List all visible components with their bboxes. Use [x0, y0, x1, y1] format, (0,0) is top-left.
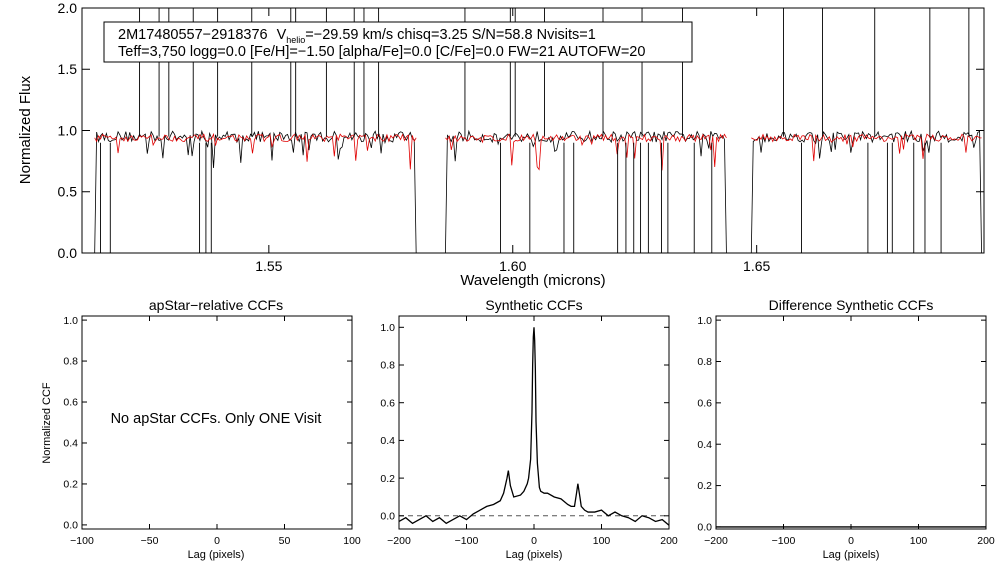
x-tick-label: 0	[531, 535, 537, 547]
difference-ccf-panel: Difference Synthetic CCFs −200 −100 0 100 20…	[697, 297, 995, 561]
x-tick-label: 100	[910, 535, 928, 547]
observed-spectrum-line	[750, 129, 982, 253]
synthetic-ccf-series-group	[398, 327, 670, 526]
vhelio-subscript: helio	[286, 35, 305, 45]
y-tick-label: 0.8	[63, 356, 78, 368]
x-tick-label: 200	[977, 535, 995, 547]
info-line-1: 2M17480557−2918376 Vhelio=−29.59 km/s chi…	[118, 27, 596, 45]
info-line-2: Teff=3,750 logg=0.0 [Fe/H]=−1.50 [alpha/…	[118, 44, 645, 60]
y-tick-label: 0.2	[380, 473, 395, 485]
y-tick-label: 1.0	[697, 315, 712, 327]
spectrum-ylabel: Normalized Flux	[17, 75, 34, 184]
info-legend-frame	[103, 21, 693, 63]
synthetic-ccf-axis-ticks: −200 −100 0 100 200 0.0 0.2 0.4 0.6 0.8 1.0	[380, 316, 678, 547]
x-tick-label: −50	[141, 535, 159, 547]
x-tick-label: 1.65	[743, 258, 770, 274]
y-tick-label: 0.2	[697, 480, 712, 492]
x-tick-label: 100	[593, 535, 611, 547]
y-tick-label: 0.6	[63, 397, 78, 409]
y-tick-label: 0.4	[63, 438, 78, 450]
x-tick-label: 50	[279, 535, 291, 547]
apstar-ccf-xlabel: Lag (pixels)	[188, 549, 245, 561]
x-tick-label: 100	[343, 535, 361, 547]
y-tick-label: 0.4	[697, 439, 712, 451]
apstar-ccf-ylabel: Normalized CCF	[41, 382, 53, 464]
x-tick-label: −200	[704, 535, 728, 547]
spectrum-axis-ticks: 1.55 1.60 1.65 0.0 0.5 1.0 1.5 2.0	[58, 0, 984, 274]
model-spectrum-line	[94, 132, 417, 170]
synthetic-ccf-panel: Synthetic CCFs −200 −100 0 100 200 0.0 0.2 0.4 0…	[380, 297, 678, 561]
spectrum-panel: 1.55 1.60 1.65 0.0 0.5 1.0 1.5 2.0 Normalized F…	[17, 0, 985, 289]
apstar-ccf-title: apStar−relative CCFs	[149, 297, 283, 313]
x-tick-label: 200	[660, 535, 678, 547]
y-tick-label: 0.6	[697, 398, 712, 410]
apstar-ccf-axis-ticks: −100 −50 0 50 100 0.0 0.2 0.4 0.6 0.8 1.0	[63, 315, 361, 547]
y-tick-label: 0.6	[380, 397, 395, 409]
x-tick-label: 1.55	[255, 258, 282, 274]
observed-spectrum-line	[94, 129, 417, 253]
y-tick-label: 1.0	[63, 315, 78, 327]
x-tick-label: 0	[214, 535, 220, 547]
model-spectrum-line	[445, 133, 727, 171]
y-tick-label: 0.8	[380, 360, 395, 372]
difference-ccf-axis-ticks: −200 −100 0 100 200 0.0 0.2 0.4 0.6 0.8 1.0	[697, 315, 995, 547]
model-spectrum-line	[751, 133, 982, 162]
y-tick-label: 0.2	[63, 479, 78, 491]
synthetic-ccf-title: Synthetic CCFs	[485, 297, 582, 313]
info-line-1-rest: =−29.59 km/s chisq=3.25 S/N=58.8 Nvisits…	[305, 27, 596, 43]
y-tick-label: 1.5	[58, 61, 78, 77]
apstar-ccf-panel: apStar−relative CCFs −100 −50 0 50 100 0.0 0.2…	[41, 297, 361, 561]
x-tick-label: −100	[70, 535, 94, 547]
observed-spectrum-line	[445, 129, 727, 253]
y-tick-label: 1.0	[58, 122, 78, 138]
x-tick-label: 0	[848, 535, 854, 547]
no-ccf-message: No apStar CCFs. Only ONE Visit	[111, 411, 322, 427]
synthetic-ccf-line	[398, 327, 670, 526]
y-tick-label: 0.5	[58, 184, 78, 200]
vhelio-symbol: V	[277, 27, 287, 43]
synthetic-ccf-xlabel: Lag (pixels)	[506, 549, 563, 561]
y-tick-label: 2.0	[58, 0, 78, 16]
x-tick-label: 1.60	[499, 258, 526, 274]
difference-ccf-title: Difference Synthetic CCFs	[769, 297, 934, 313]
y-tick-label: 0.4	[380, 435, 395, 447]
info-legend-box: 2M17480557−2918376 Vhelio=−29.59 km/s chi…	[103, 21, 693, 63]
x-tick-label: −200	[387, 535, 411, 547]
y-tick-label: 0.0	[380, 510, 395, 522]
spectrum-xlabel: Wavelength (microns)	[460, 272, 605, 289]
difference-ccf-frame	[715, 315, 987, 530]
x-tick-label: −100	[772, 535, 796, 547]
y-tick-label: 0.8	[697, 356, 712, 368]
y-tick-label: 0.0	[58, 245, 78, 261]
difference-ccf-xlabel: Lag (pixels)	[823, 549, 880, 561]
star-id: 2M17480557−2918376	[118, 27, 268, 43]
x-tick-label: −100	[455, 535, 479, 547]
y-tick-label: 1.0	[380, 322, 395, 334]
y-tick-label: 0.0	[697, 522, 712, 534]
y-tick-label: 0.0	[63, 520, 78, 532]
synthetic-ccf-frame	[398, 315, 670, 530]
